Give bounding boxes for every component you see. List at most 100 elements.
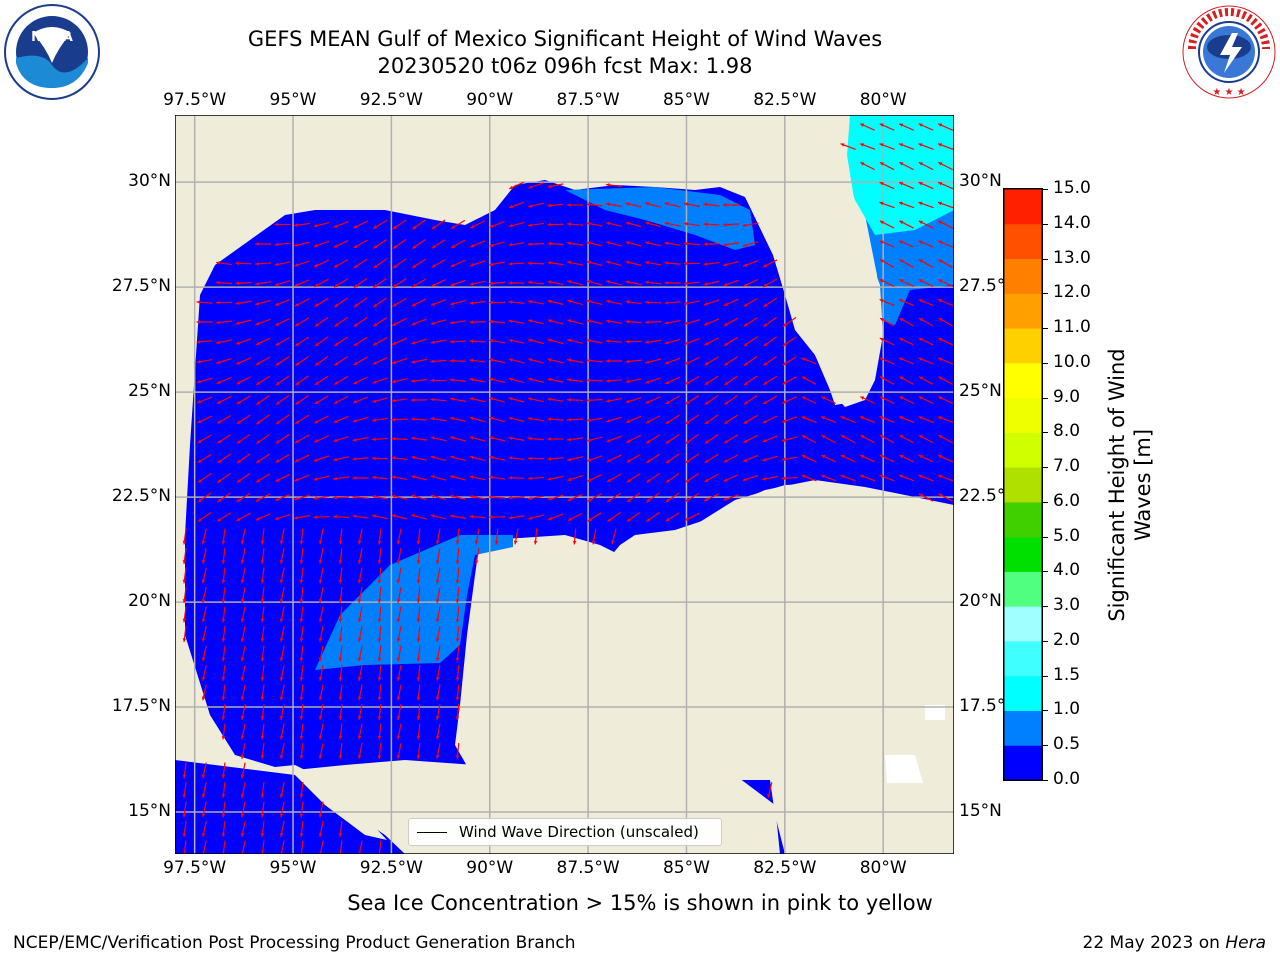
wave-direction-arrowhead xyxy=(299,599,304,603)
wave-direction-arrowhead xyxy=(318,832,323,837)
wave-direction-arrowhead xyxy=(547,377,552,382)
wave-direction-arrowhead xyxy=(938,123,943,127)
wave-direction-arrowhead xyxy=(547,457,552,461)
wave-direction-arrowhead xyxy=(938,279,943,283)
wave-direction-arrowhead xyxy=(357,735,362,740)
wave-direction-arrowhead xyxy=(396,638,401,642)
wave-direction-arrowhead xyxy=(899,299,904,303)
wave-direction-arrowhead xyxy=(743,458,748,462)
wave-direction-arrowhead xyxy=(430,321,435,325)
wave-direction-arrowhead xyxy=(899,220,904,225)
wave-direction-arrowhead xyxy=(899,162,904,166)
wave-direction-arrowhead xyxy=(221,735,226,740)
wave-direction-arrowhead xyxy=(606,202,610,206)
wave-direction-arrowhead xyxy=(377,579,382,584)
wave-direction-arrowhead xyxy=(645,202,650,206)
wave-direction-arrowhead xyxy=(338,755,343,759)
wave-direction-arrowhead xyxy=(318,618,323,623)
wave-direction-arrowhead xyxy=(567,319,572,323)
wave-direction-arrowhead xyxy=(196,360,201,364)
wave-direction-arrowhead xyxy=(274,222,279,227)
wave-direction-arrowhead xyxy=(684,361,689,365)
wave-direction-arrowhead xyxy=(664,241,669,246)
wave-direction-arrowhead xyxy=(240,774,245,779)
wave-direction-arrowhead xyxy=(313,496,318,500)
wave-direction-arrowhead xyxy=(217,479,222,483)
wave-direction-arrowhead xyxy=(489,224,494,228)
wave-direction-arrowhead xyxy=(377,618,382,623)
wave-direction-arrowhead xyxy=(880,318,885,322)
wave-direction-arrowhead xyxy=(334,283,339,288)
wave-direction-arrowhead xyxy=(279,793,284,798)
wave-direction-arrowhead xyxy=(567,222,571,226)
wave-direction-arrowhead xyxy=(879,474,884,479)
map-plot xyxy=(175,115,954,854)
wave-direction-arrowhead xyxy=(547,261,552,265)
wave-direction-arrowhead xyxy=(260,599,265,603)
wave-direction-arrowhead xyxy=(333,514,337,519)
wave-direction-arrowhead xyxy=(645,320,649,325)
wave-direction-arrowhead xyxy=(508,436,513,440)
wave-direction-arrowhead xyxy=(938,416,943,420)
wave-direction-arrowhead xyxy=(294,496,299,501)
wave-direction-arrowhead xyxy=(470,224,475,229)
wave-direction-arrowhead xyxy=(704,497,709,502)
wave-direction-arrowhead xyxy=(684,281,688,286)
wave-direction-arrowhead xyxy=(938,376,943,380)
wave-direction-arrowhead xyxy=(221,774,226,779)
wave-direction-arrowhead xyxy=(334,361,339,366)
wave-direction-arrowhead xyxy=(782,323,787,327)
wave-direction-arrowhead xyxy=(508,204,513,209)
wave-direction-arrowhead xyxy=(474,560,479,564)
wave-direction-arrowhead xyxy=(455,540,460,545)
wave-direction-arrowhead xyxy=(182,540,187,545)
wave-direction-arrowhead xyxy=(626,478,631,483)
wave-direction-arrowhead xyxy=(860,435,865,439)
wave-direction-arrowhead xyxy=(528,397,533,401)
wave-direction-arrowhead xyxy=(723,203,727,207)
wave-direction-arrowhead xyxy=(240,735,245,740)
footer-date: 22 May 2023 on Hera xyxy=(1083,933,1267,953)
wave-direction-arrowhead xyxy=(743,362,748,366)
wave-direction-arrowhead xyxy=(396,540,401,545)
wave-direction-arrowhead xyxy=(274,262,279,267)
wave-direction-arrowhead xyxy=(221,560,226,564)
wave-direction-arrowhead xyxy=(625,339,630,344)
wave-direction-arrowhead xyxy=(547,477,552,481)
lon-tick-label-bottom: 87.5°W xyxy=(556,858,620,878)
wave-direction-arrowhead xyxy=(455,618,460,623)
footer-branch: NCEP/EMC/Verification Post Processing Pr… xyxy=(13,933,576,953)
wave-direction-arrowhead xyxy=(879,201,884,206)
wave-direction-arrowhead xyxy=(275,497,280,501)
wave-direction-arrowhead xyxy=(357,540,362,545)
wave-direction-arrowhead xyxy=(201,540,206,545)
wave-direction-arrowhead xyxy=(918,240,923,244)
wave-direction-arrowhead xyxy=(821,435,826,439)
colorbar-segment xyxy=(1004,362,1042,399)
wave-direction-arrowhead xyxy=(416,735,421,740)
wave-direction-arrowhead xyxy=(918,455,923,459)
wave-direction-arrowhead xyxy=(411,360,416,364)
wave-direction-arrowhead xyxy=(255,262,259,266)
wave-direction-arrowhead xyxy=(435,677,440,681)
lat-tick-label-right: 30°N xyxy=(959,171,1002,192)
wave-direction-arrowhead xyxy=(396,755,401,759)
wave-direction-arrowhead xyxy=(508,223,513,228)
wave-direction-arrowhead xyxy=(221,677,226,681)
wave-direction-arrowhead xyxy=(182,579,187,584)
wave-direction-arrowhead xyxy=(260,579,265,584)
wave-direction-arrowhead xyxy=(240,540,245,545)
wave-direction-arrowhead xyxy=(684,321,689,325)
colorbar-tick-mark xyxy=(1042,328,1048,330)
wave-direction-arrowhead xyxy=(236,440,241,444)
wave-direction-arrowhead xyxy=(314,381,319,385)
wave-direction-arrowhead xyxy=(391,417,396,422)
wave-direction-arrowhead xyxy=(416,657,421,662)
wave-direction-arrowhead xyxy=(236,498,241,502)
wave-direction-arrowhead xyxy=(313,477,318,481)
wave-direction-arrowhead xyxy=(469,397,474,401)
wave-direction-arrowhead xyxy=(938,182,943,186)
wave-direction-arrowhead xyxy=(411,514,416,518)
wave-direction-arrowhead xyxy=(240,696,245,701)
wave-direction-arrowhead xyxy=(450,244,455,248)
